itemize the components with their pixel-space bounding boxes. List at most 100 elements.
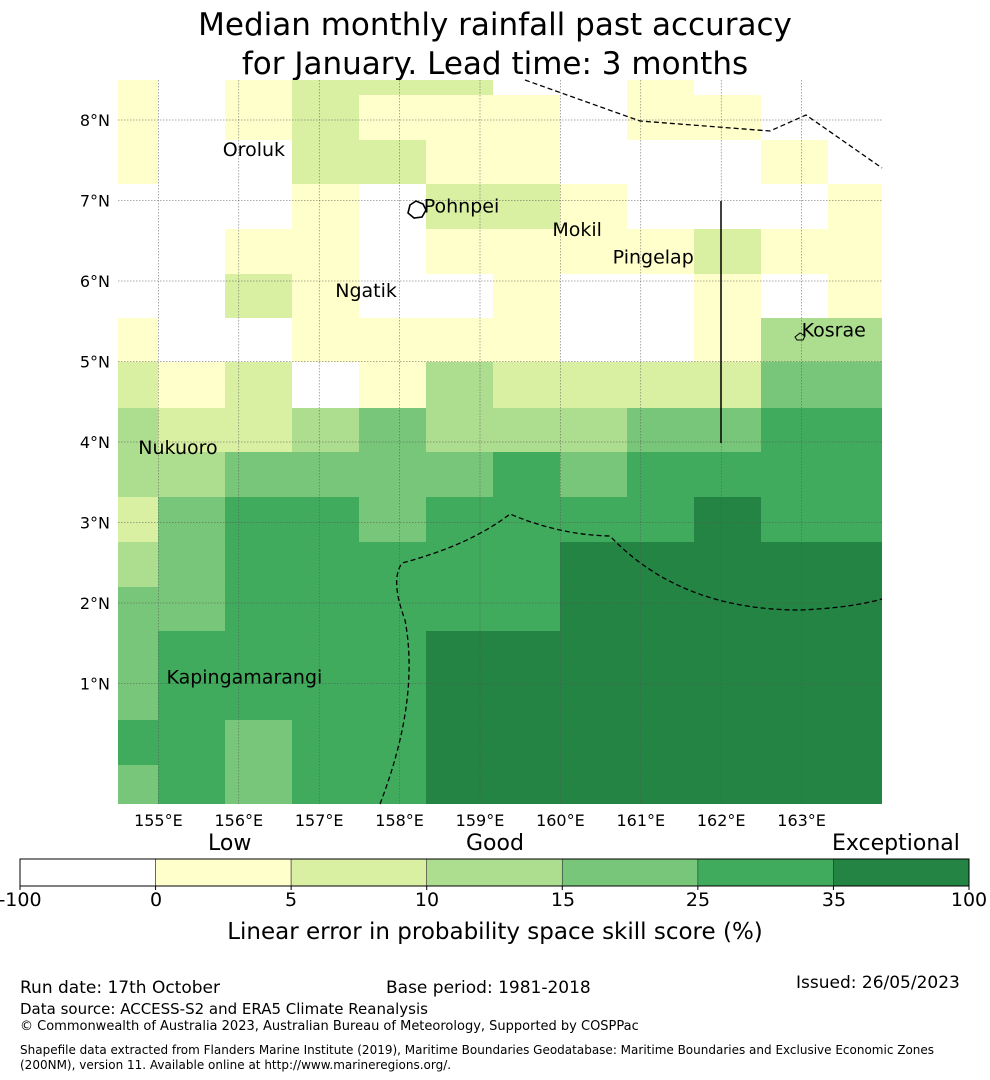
skill-cell xyxy=(292,720,426,765)
map-title-line2: for January. Lead time: 3 months xyxy=(241,46,749,82)
colorbar-tick: 100 xyxy=(950,889,988,911)
longitude-label: 160°E xyxy=(536,811,585,830)
longitude-label: 156°E xyxy=(214,811,263,830)
skill-cell xyxy=(225,765,292,804)
skill-cell xyxy=(828,274,882,318)
place-label-ngatik: Ngatik xyxy=(335,280,397,302)
place-label-mokil: Mokil xyxy=(552,219,602,241)
base-period: Base period: 1981-2018 xyxy=(386,978,591,998)
colorbar xyxy=(19,858,970,890)
skill-cell xyxy=(118,362,158,408)
colorbar-swatch xyxy=(290,858,428,887)
skill-cell xyxy=(426,95,493,140)
skill-cell xyxy=(761,229,828,274)
map-title-line1: Median monthly rainfall past accuracy xyxy=(198,7,792,43)
skill-cell xyxy=(694,497,761,542)
colorbar-label-low: Low xyxy=(208,831,252,856)
skill-cell xyxy=(694,184,828,229)
skill-cell xyxy=(118,184,158,229)
skill-cell xyxy=(359,408,426,452)
skill-cell xyxy=(118,497,158,542)
skill-cell xyxy=(225,587,560,631)
skill-cell xyxy=(158,497,225,542)
place-labels: Oroluk Pohnpei Mokil Pingelap Ngatik Kosrae Nu… xyxy=(138,139,865,688)
colorbar-tick: 10 xyxy=(414,889,440,911)
skill-cell xyxy=(225,452,493,497)
colorbar-swatch xyxy=(19,858,156,887)
skill-cell xyxy=(158,362,225,408)
latitude-label: 3°N xyxy=(80,514,110,533)
place-label-nukuoro: Nukuoro xyxy=(138,437,217,459)
skill-cell xyxy=(118,80,158,184)
eez-boundaries xyxy=(379,79,883,805)
skill-cell xyxy=(761,408,882,452)
eez-boundary-south xyxy=(379,513,883,805)
colorbar-swatch xyxy=(155,858,292,887)
latitude-labels: 1°N 2°N 3°N 4°N 5°N 6°N 7°N 8°N xyxy=(80,111,110,694)
place-label-kosrae: Kosrae xyxy=(802,320,866,342)
skill-cell xyxy=(225,720,292,765)
skill-cell xyxy=(627,184,694,229)
skill-cell xyxy=(225,497,359,542)
colorbar-tick: 25 xyxy=(685,889,711,911)
latitude-label: 4°N xyxy=(80,433,110,452)
pohnpei-island-outline xyxy=(407,200,427,219)
skill-cell xyxy=(426,408,627,452)
skill-cell xyxy=(694,318,761,362)
skill-cell xyxy=(225,542,560,587)
skill-cell xyxy=(158,631,426,720)
skill-cell xyxy=(292,184,359,229)
skill-cell xyxy=(560,452,627,497)
skill-cell xyxy=(292,229,359,274)
skill-cell xyxy=(627,80,694,95)
skill-cell xyxy=(359,274,493,318)
place-label-pingelap: Pingelap xyxy=(613,246,694,268)
longitude-label: 158°E xyxy=(375,811,424,830)
skill-cell xyxy=(118,318,158,362)
skill-cell xyxy=(359,229,426,274)
skill-cell xyxy=(426,765,882,804)
skill-cell xyxy=(493,274,560,318)
skill-cell xyxy=(292,140,426,184)
skill-cell xyxy=(359,95,426,140)
colorbar-tick: 15 xyxy=(550,889,576,911)
skill-cell xyxy=(292,274,359,318)
eez-boundary-north xyxy=(524,79,883,169)
latitude-label: 5°N xyxy=(80,353,110,372)
skill-cell xyxy=(158,765,225,804)
skill-cell xyxy=(158,80,225,140)
skill-cell xyxy=(158,408,292,452)
latitude-label: 8°N xyxy=(80,111,110,130)
issued-date: Issued: 26/05/2023 xyxy=(796,973,960,993)
skill-cell xyxy=(627,452,882,497)
skill-cell xyxy=(828,184,882,229)
graticule xyxy=(118,80,882,804)
kosrae-island-outline xyxy=(794,332,806,341)
skill-cell xyxy=(292,765,426,804)
skill-cell xyxy=(118,720,158,765)
skill-cell xyxy=(627,140,761,184)
skill-cell xyxy=(118,408,158,452)
skill-cell xyxy=(118,274,225,318)
skill-cell xyxy=(493,452,560,497)
skill-cell xyxy=(118,631,158,720)
skill-cell xyxy=(292,362,359,408)
skill-grid xyxy=(118,80,882,804)
skill-cell xyxy=(761,140,828,184)
latitude-label: 6°N xyxy=(80,272,110,291)
data-source: Data source: ACCESS-S2 and ERA5 Climate … xyxy=(20,1000,428,1018)
islands xyxy=(407,200,806,341)
skill-cell xyxy=(225,80,292,140)
latitude-label: 7°N xyxy=(80,192,110,211)
skill-cell xyxy=(560,184,627,229)
colorbar-swatch xyxy=(833,858,970,887)
skill-cell xyxy=(292,80,359,140)
place-label-kapingamarangi: Kapingamarangi xyxy=(166,667,322,689)
longitude-label: 163°E xyxy=(777,811,826,830)
skill-cell xyxy=(225,274,292,318)
skill-cell xyxy=(426,497,694,542)
skill-cell xyxy=(694,80,882,95)
skill-cell xyxy=(359,80,493,95)
skill-cell xyxy=(158,318,292,362)
shapefile-credit-line1: Shapefile data extracted from Flanders M… xyxy=(20,1043,935,1057)
